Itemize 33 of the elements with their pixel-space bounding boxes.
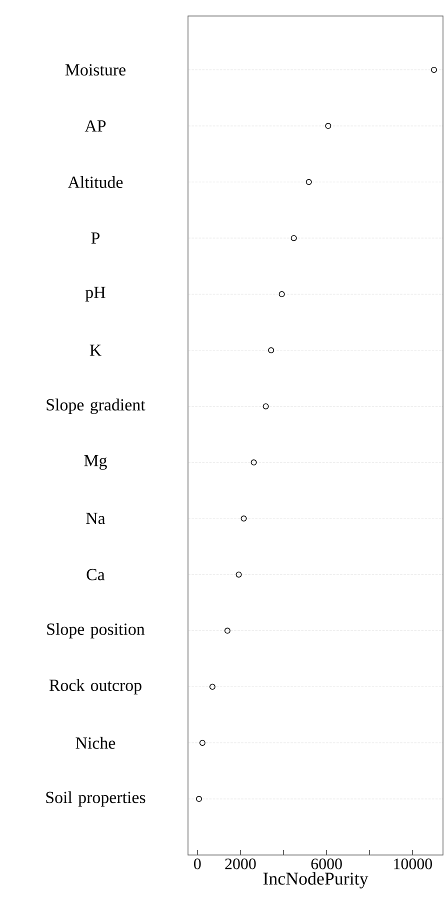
y-tick-label: Slope position [47, 622, 145, 638]
x-tick-label: 6000 [311, 858, 342, 870]
point [224, 628, 230, 634]
y-tick-label: Niche [76, 736, 116, 749]
x-tick-label: 0 [194, 858, 201, 870]
y-tick-label: Mg [84, 455, 107, 470]
y-tick-label: Altitude [68, 176, 123, 188]
point [199, 740, 206, 746]
x-axis-title: IncNodePurity [263, 872, 368, 888]
point [250, 459, 257, 466]
y-tick-label: Rock outcrop [49, 679, 142, 694]
point [209, 684, 216, 690]
point [278, 291, 285, 298]
y-tick-label: AP [84, 120, 106, 132]
point [268, 347, 274, 354]
x-tick-label: 2000 [225, 858, 256, 870]
point [240, 516, 247, 522]
y-tick-label: Ca [86, 568, 105, 580]
point [290, 235, 297, 242]
point [325, 122, 332, 129]
point [430, 66, 437, 73]
point [306, 179, 312, 185]
y-tick-label: Slope gradient [46, 398, 146, 414]
y-tick-label: pH [85, 286, 106, 302]
point [196, 796, 202, 802]
y-tick-label: P [91, 232, 100, 244]
y-tick-label: K [90, 344, 102, 356]
y-tick-label: Moisture [65, 64, 126, 76]
y-tick-label: Soil properties [46, 791, 146, 807]
point [236, 572, 242, 578]
x-tick-label: 10000 [394, 858, 432, 870]
y-tick-label: Na [86, 512, 106, 524]
point [262, 403, 269, 410]
